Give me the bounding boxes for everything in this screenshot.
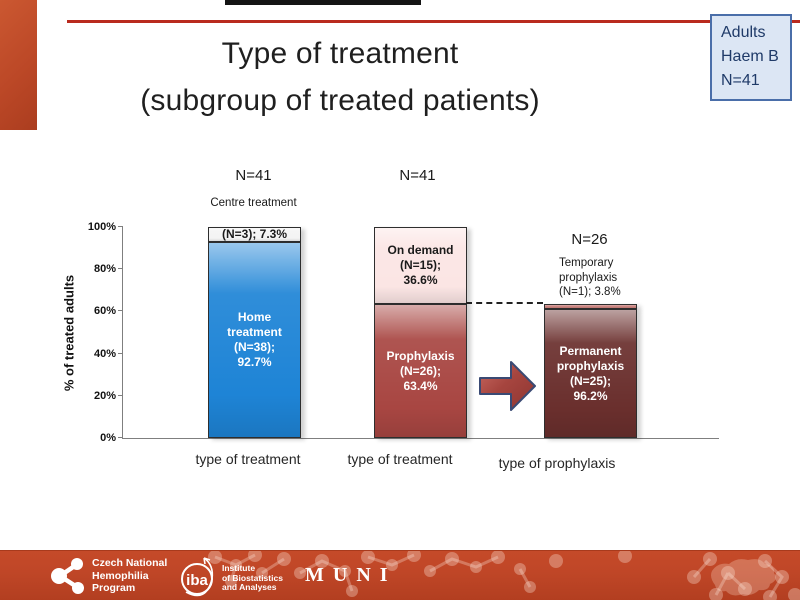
y-tick-label: 100%: [87, 221, 116, 233]
n-label-bar1: N=41: [235, 167, 272, 184]
badge-line-population: Adults: [721, 24, 766, 41]
transition-arrow: [477, 356, 539, 421]
category-label-1: type of treatment: [195, 451, 301, 467]
title-line-1: Type of treatment: [221, 37, 459, 70]
population-badge: Adults Haem B N=41: [710, 14, 792, 101]
above-label-bar1: Centre treatment: [210, 197, 297, 209]
y-tick-label: 60%: [93, 305, 116, 318]
footer-band: Czech National Hemophilia Program iba In…: [0, 550, 800, 600]
y-tick-mark: [118, 268, 123, 270]
on-demand-segment-label: On demand (N=15); 36.6%: [387, 243, 454, 288]
prophylaxis-segment-label: Prophylaxis (N=26); 63.4%: [386, 348, 455, 393]
dashed-connector-line: [466, 302, 543, 304]
category-label-3: type of prophylaxis: [498, 455, 616, 471]
y-tick-label: 0%: [100, 432, 116, 444]
y-tick-mark: [118, 226, 123, 227]
n-label-bar2: N=41: [399, 167, 436, 184]
footer-molecule-pattern: [208, 551, 800, 600]
left-accent-bar: [0, 0, 37, 130]
on-demand-segment: On demand (N=15); 36.6%: [374, 227, 467, 305]
y-tick-mark: [118, 437, 123, 438]
czech-national-hemophilia-program-label: Czech National Hemophilia Program: [92, 557, 168, 594]
treatment-setting-bar: (N=3); 7.3% Home treatment (N=38); 92.7%: [208, 227, 301, 438]
czech-map-silhouette: [711, 559, 776, 596]
muni-logo: MUNI: [305, 564, 397, 586]
badge-line-n: N=41: [721, 72, 760, 89]
category-label-2: type of treatment: [347, 451, 453, 467]
iba-logo-icon: iba: [181, 557, 214, 597]
prophylaxis-segment: Prophylaxis (N=26); 63.4%: [374, 304, 467, 438]
top-dark-strip: [225, 0, 421, 5]
centre-treatment-segment: (N=3); 7.3%: [208, 227, 301, 243]
y-tick-mark: [118, 310, 123, 312]
centre-treatment-segment-label: (N=3); 7.3%: [221, 227, 288, 242]
temporary-prophylaxis-segment: [544, 304, 637, 310]
plot-area: 0% 20% 40% 60% 80% 100% (N=3); 7.3% Home treatm…: [88, 221, 719, 444]
y-axis-title: % of treated adults: [61, 274, 77, 392]
treatment-regimen-bar: On demand (N=15); 36.6% Prophylaxis (N=26…: [374, 227, 467, 438]
top-red-rule: [67, 20, 800, 23]
home-treatment-segment-label: Home treatment (N=38); 92.7%: [227, 310, 282, 370]
badge-line-diagnosis: Haem B: [721, 48, 779, 65]
n-label-bar3: N=26: [571, 231, 608, 248]
permanent-prophylaxis-segment-label: Permanent prophylaxis (N=25); 96.2%: [556, 343, 625, 403]
institute-of-biostatistics-label: Institute of Biostatistics and Analyses: [222, 563, 283, 592]
slide-title: Type of treatment (subgroup of treated p…: [40, 30, 640, 124]
permanent-prophylaxis-segment: Permanent prophylaxis (N=25); 96.2%: [544, 309, 637, 438]
hemophilia-program-logo-icon: [51, 558, 84, 594]
right-block-arrow-icon: [479, 361, 536, 411]
y-tick-mark: [118, 352, 123, 354]
y-tick-label: 40%: [93, 347, 116, 360]
home-treatment-segment: Home treatment (N=38); 92.7%: [208, 242, 301, 438]
prophylaxis-type-bar: Permanent prophylaxis (N=25); 96.2%: [544, 227, 637, 438]
y-tick-mark: [118, 394, 123, 396]
y-tick-label: 80%: [93, 263, 116, 276]
above-label-bar3: Temporary prophylaxis (N=1); 3.8%: [559, 257, 621, 298]
y-tick-label: 20%: [93, 389, 116, 402]
svg-text:iba: iba: [186, 572, 208, 589]
title-line-2: (subgroup of treated patients): [140, 84, 540, 117]
